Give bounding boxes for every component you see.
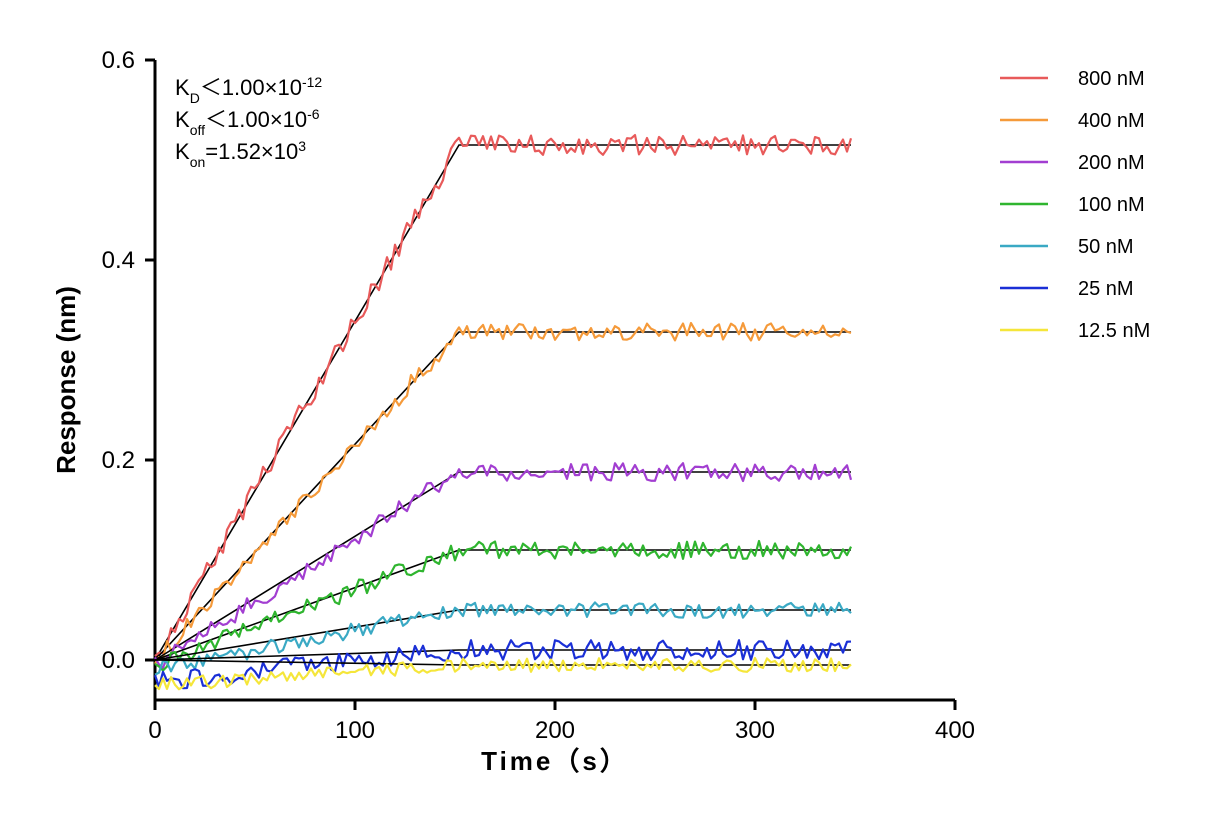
y-tick-label: 0.6 (102, 47, 135, 74)
x-tick-label: 0 (148, 717, 161, 744)
x-tick-label: 300 (735, 717, 775, 744)
x-axis-label: Time（s） (481, 746, 629, 776)
x-tick-label: 200 (535, 717, 575, 744)
legend-label: 800 nM (1078, 68, 1145, 90)
binding-kinetics-chart: 0 100 200 300 400 0.0 0.2 0.4 0.6 Time（s） Response… (0, 0, 1218, 825)
x-tick-label: 100 (335, 717, 375, 744)
y-tick-label: 0.0 (102, 647, 135, 674)
legend-label: 12.5 nM (1078, 320, 1150, 342)
chart-svg: 0 100 200 300 400 0.0 0.2 0.4 0.6 Time（s） Response… (0, 0, 1218, 825)
y-axis-label: Response (nm) (51, 286, 81, 474)
legend-label: 200 nM (1078, 152, 1145, 174)
legend-label: 400 nM (1078, 110, 1145, 132)
y-tick-label: 0.2 (102, 447, 135, 474)
y-tick-label: 0.4 (102, 247, 135, 274)
legend-label: 100 nM (1078, 194, 1145, 216)
legend-label: 25 nM (1078, 278, 1134, 300)
legend-label: 50 nM (1078, 236, 1134, 258)
x-tick-label: 400 (935, 717, 975, 744)
